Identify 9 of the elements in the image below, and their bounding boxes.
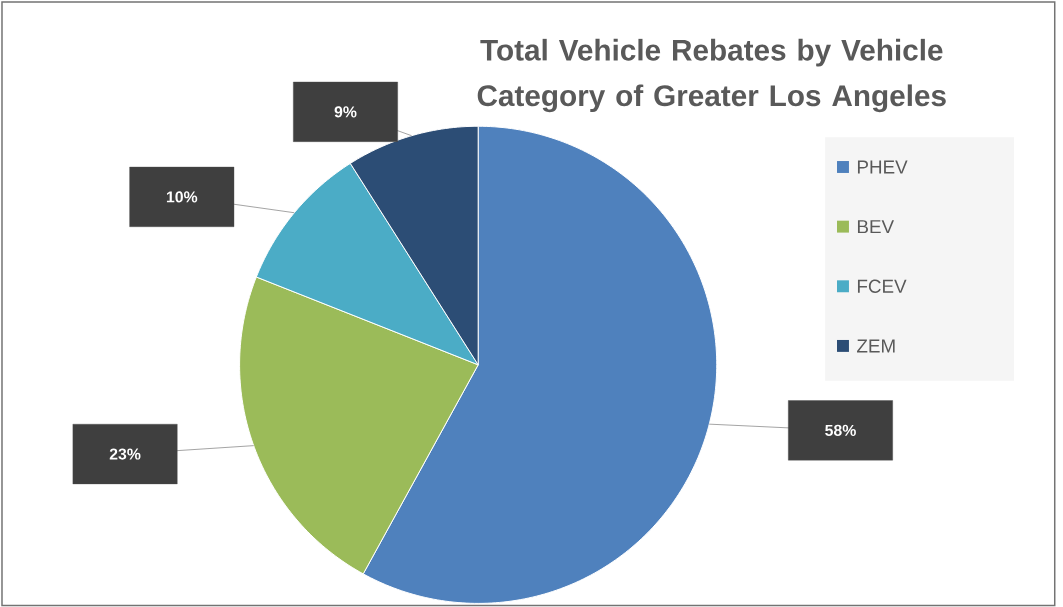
legend-label: FCEV xyxy=(857,279,907,293)
chart-title: Total Vehicle Rebates by Vehicle Category of Greater Los Angeles xyxy=(477,38,946,113)
legend-label: PHEV xyxy=(857,160,908,174)
data-label: 23% xyxy=(109,448,141,460)
data-label: 9% xyxy=(334,106,357,118)
data-label: 58% xyxy=(825,424,856,436)
legend-label: ZEM xyxy=(857,339,895,353)
data-label: 10% xyxy=(166,191,198,203)
legend-label: BEV xyxy=(857,219,894,233)
